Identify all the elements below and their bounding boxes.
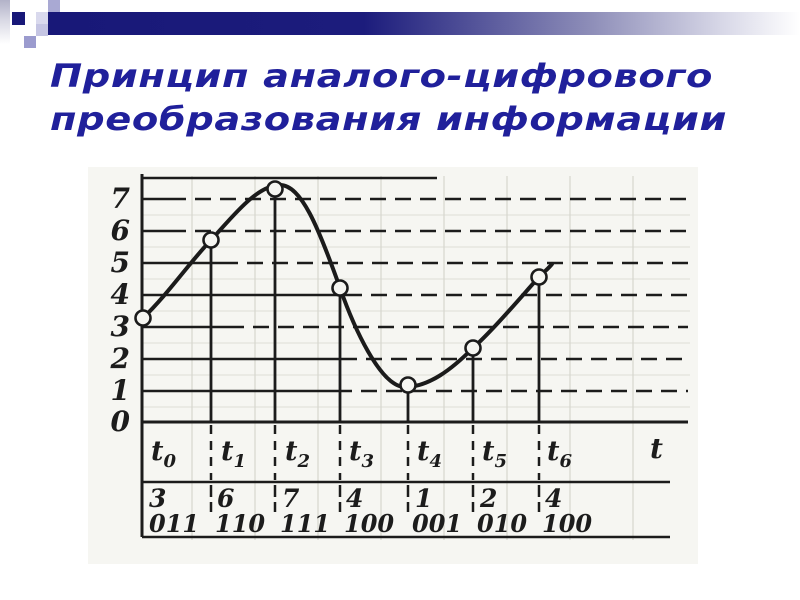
sample-points	[134, 180, 548, 394]
decor-square-lavender	[36, 24, 48, 36]
sample-stems	[209, 189, 541, 422]
adc-sampling-figure: 7 6 5 4 3 2 1 0 t0 t1 t2 t3 t4 t5 t6 t 3…	[88, 167, 698, 564]
decor-square-lavender	[36, 12, 48, 24]
sample-point	[464, 339, 482, 357]
quantized-value: 2	[479, 484, 497, 513]
sample-point	[202, 231, 220, 249]
time-label-t0: t0	[151, 436, 176, 472]
time-label-t5: t5	[482, 436, 507, 472]
quantized-value: 1	[415, 484, 432, 513]
time-label-t1: t1	[221, 436, 246, 472]
sample-point	[530, 268, 548, 286]
quantized-value: 3	[149, 484, 166, 513]
decor-square-lavender	[48, 0, 60, 12]
binary-code: 100	[542, 509, 592, 538]
decor-gradient-strip	[0, 0, 10, 44]
slide-title: Принцип аналого-цифрового преобразования…	[50, 55, 800, 141]
binary-codes: 011 110 111 100 001 010 100	[149, 509, 592, 538]
time-label-t6: t6	[547, 436, 572, 472]
y-tick-label: 0	[111, 405, 131, 438]
binary-code: 100	[344, 509, 394, 538]
graph-paper-horizontal-lines	[142, 214, 690, 408]
x-axis-title: t	[650, 432, 663, 465]
decor-square-navy	[12, 12, 25, 25]
sample-point	[134, 309, 152, 327]
binary-code: 110	[215, 509, 265, 538]
y-tick-label: 2	[110, 342, 130, 375]
time-label-t4: t4	[417, 436, 442, 472]
time-label-t2: t2	[285, 436, 310, 472]
binary-code: 111	[280, 509, 330, 538]
decor-square-lavender	[24, 36, 36, 48]
binary-code: 010	[477, 509, 527, 538]
time-label-t3: t3	[349, 436, 374, 472]
y-tick-label: 5	[111, 246, 130, 279]
time-labels: t0 t1 t2 t3 t4 t5 t6 t	[151, 432, 663, 472]
level-gridlines	[142, 176, 688, 393]
header-accent-bar	[48, 12, 800, 35]
quantized-value: 4	[545, 484, 562, 513]
binary-code: 001	[412, 509, 462, 538]
y-tick-label: 3	[111, 310, 130, 343]
sample-point	[399, 376, 417, 394]
y-tick-label: 1	[111, 374, 130, 407]
sample-point	[266, 180, 284, 198]
y-tick-label: 6	[111, 214, 130, 247]
adc-chart: 7 6 5 4 3 2 1 0 t0 t1 t2 t3 t4 t5 t6 t 3…	[110, 174, 690, 540]
quantized-value: 7	[282, 484, 300, 513]
quantized-values: 3 6 7 4 1 2 4	[149, 484, 562, 513]
y-tick-label: 7	[111, 182, 131, 215]
slide-title-line1: Принцип аналого-цифрового	[50, 57, 714, 95]
y-tick-label: 4	[111, 278, 130, 311]
slide-title-line2: преобразования информации	[50, 100, 728, 138]
y-axis-labels: 7 6 5 4 3 2 1 0	[110, 182, 131, 438]
binary-code: 011	[149, 509, 199, 538]
quantized-value: 4	[346, 484, 363, 513]
quantized-value: 6	[217, 484, 234, 513]
sample-point	[331, 279, 349, 297]
value-row-ticks	[209, 485, 541, 512]
